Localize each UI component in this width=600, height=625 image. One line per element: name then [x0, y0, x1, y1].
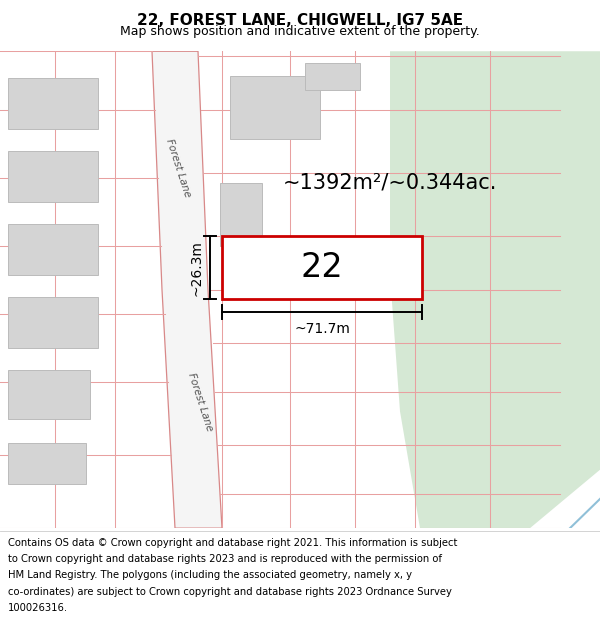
Bar [220, 182, 262, 246]
Text: to Crown copyright and database rights 2023 and is reproduced with the permissio: to Crown copyright and database rights 2… [8, 554, 442, 564]
Text: 100026316.: 100026316. [8, 603, 68, 613]
Text: Map shows position and indicative extent of the property.: Map shows position and indicative extent… [120, 26, 480, 39]
Bar [305, 63, 360, 90]
Polygon shape [152, 51, 222, 528]
Text: 22, FOREST LANE, CHIGWELL, IG7 5AE: 22, FOREST LANE, CHIGWELL, IG7 5AE [137, 12, 463, 28]
Bar [8, 444, 86, 484]
Text: Forest Lane: Forest Lane [186, 371, 214, 432]
Text: 22: 22 [301, 251, 343, 284]
Text: Contains OS data © Crown copyright and database right 2021. This information is : Contains OS data © Crown copyright and d… [8, 538, 457, 548]
Text: Forest Lane: Forest Lane [164, 138, 192, 199]
Bar [8, 298, 98, 348]
Bar [8, 151, 98, 202]
Bar [222, 236, 422, 299]
Text: co-ordinates) are subject to Crown copyright and database rights 2023 Ordnance S: co-ordinates) are subject to Crown copyr… [8, 587, 452, 597]
Bar [8, 79, 98, 129]
Bar [230, 76, 320, 139]
Bar [8, 371, 90, 419]
Text: ~1392m²/~0.344ac.: ~1392m²/~0.344ac. [283, 173, 497, 192]
Text: HM Land Registry. The polygons (including the associated geometry, namely x, y: HM Land Registry. The polygons (includin… [8, 571, 412, 581]
Text: ~71.7m: ~71.7m [294, 322, 350, 336]
Bar [8, 224, 98, 275]
Polygon shape [390, 51, 600, 528]
Text: ~26.3m: ~26.3m [190, 240, 204, 296]
